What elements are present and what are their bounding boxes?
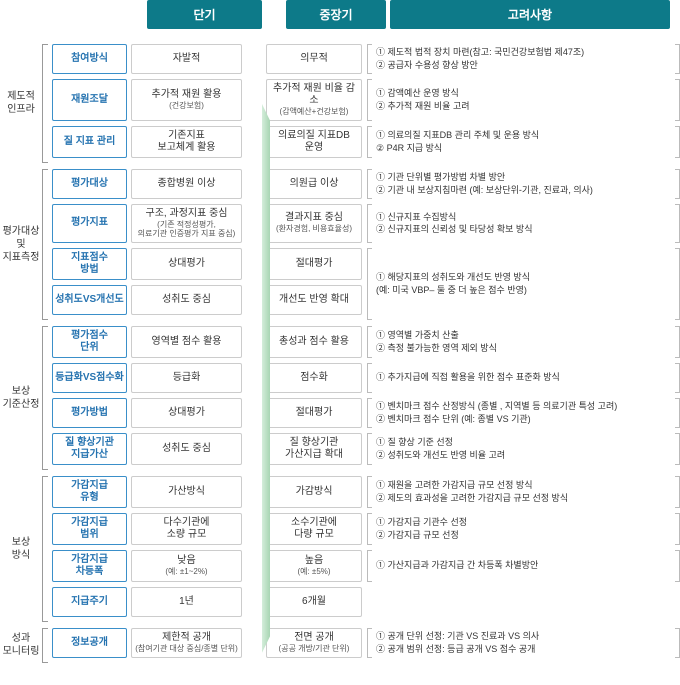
value-box: 절대평가 bbox=[266, 398, 362, 428]
value-box: 가감방식 bbox=[266, 476, 362, 508]
consideration-box: ① 영역별 가중치 산출② 측정 불가능한 영역 제외 방식 bbox=[372, 326, 675, 358]
consideration-box: ① 가감지급 기관수 선정② 가감지급 규모 선정 bbox=[372, 513, 675, 545]
value-box: 추가적 재원 비율 감소(감액예산+건강보험) bbox=[266, 79, 362, 121]
value-box: 결과지표 중심(환자경험, 비용효율성) bbox=[266, 204, 362, 243]
data-row: 가감지급 범위다수기관에 소량 규모 소수기관에 다량 규모 ① 가감지급 기관수 … bbox=[50, 513, 680, 545]
data-row: 평가점수 단위영역별 점수 활용 총성과 점수 활용 ① 영역별 가중치 산출② 측… bbox=[50, 326, 680, 358]
value-box: 종합병원 이상 bbox=[131, 169, 242, 199]
value-box: 점수화 bbox=[266, 363, 362, 393]
category-group: 보상 방식 가감지급 유형가산방식 가감방식 ① 재원을 고려한 가감지급 규모 선정… bbox=[0, 476, 680, 622]
value-box: 제한적 공개(참여기관 대상 중심/종별 단위) bbox=[131, 628, 242, 658]
category-label: 성과 모니터링 bbox=[0, 628, 42, 663]
category-label: 보상 기준산정 bbox=[0, 326, 42, 470]
value-box: 의무적 bbox=[266, 44, 362, 74]
value-box: 성취도 중심 bbox=[131, 433, 242, 465]
consideration-box: ① 가산지급과 가감지급 간 차등폭 차별방안 bbox=[372, 550, 675, 582]
value-box: 의원급 이상 bbox=[266, 169, 362, 199]
category-group: 평가대상 및 지표측정 평가대상종합병원 이상 의원급 이상 ① 기관 단위별 평가방… bbox=[0, 169, 680, 320]
consideration-box: ① 기관 단위별 평가방법 차별 방안② 기관 내 보상지침마련 (예: 보상단… bbox=[372, 169, 675, 199]
header-spacer bbox=[0, 0, 145, 29]
value-box: 낮음(예: ±1~2%) bbox=[131, 550, 242, 582]
consideration-box: ① 재원을 고려한 가감지급 규모 선정 방식② 제도의 효과성을 고려한 가감… bbox=[372, 476, 675, 508]
data-row: 가감지급 차등폭낮음(예: ±1~2%) 높음(예: ±5%) ① 가산지급과 가감… bbox=[50, 550, 680, 582]
value-box: 개선도 반영 확대 bbox=[266, 285, 362, 315]
value-box: 기존지표 보고체계 활용 bbox=[131, 126, 242, 158]
value-box: 다수기관에 소량 규모 bbox=[131, 513, 242, 545]
data-row: 지급주기1년 6개월 bbox=[50, 587, 680, 617]
value-box: 자발적 bbox=[131, 44, 242, 74]
category-label: 평가대상 및 지표측정 bbox=[0, 169, 42, 320]
sub-label: 가감지급 범위 bbox=[52, 513, 127, 545]
sub-label: 질 향상기관 지급가산 bbox=[52, 433, 127, 465]
sub-label: 재원조달 bbox=[52, 79, 127, 121]
data-row: 성취도VS개선도성취도 중심 개선도 반영 확대 bbox=[50, 285, 364, 315]
category-group: 제도적 인프라 참여방식자발적 의무적 ① 제도적 법적 장치 마련(참고: 국민건강… bbox=[0, 44, 680, 163]
value-box: 상대평가 bbox=[131, 248, 242, 280]
data-row: 평가지표구조, 과정지표 중심(기존 적정성평가, 의료기관 인증평가 지표 중… bbox=[50, 204, 680, 243]
consideration-box: ① 감액예산 운영 방식② 추가적 재원 비율 고려 bbox=[372, 79, 675, 121]
category-label: 보상 방식 bbox=[0, 476, 42, 622]
value-box: 소수기관에 다량 규모 bbox=[266, 513, 362, 545]
data-row: 정보공개제한적 공개(참여기관 대상 중심/종별 단위) 전면 공개(공공 개방/… bbox=[50, 628, 680, 658]
value-box: 질 향상기관 가산지급 확대 bbox=[266, 433, 362, 465]
consideration-box: ① 추가지급에 직접 활용을 위한 점수 표준화 방식 bbox=[372, 363, 675, 393]
data-row: 재원조달추가적 재원 활용(건강보험) 추가적 재원 비율 감소(감액예산+건강보… bbox=[50, 79, 680, 121]
value-box: 의료의질 지표DB 운영 bbox=[266, 126, 362, 158]
sub-label: 질 지표 관리 bbox=[52, 126, 127, 158]
consideration-box: ① 제도적 법적 장치 마련(참고: 국민건강보험법 제47조)② 공급자 수용… bbox=[372, 44, 675, 74]
consideration-box: ① 벤치마크 점수 산정방식 (종별 , 지역별 등 의료기관 특성 고려)② … bbox=[372, 398, 675, 428]
value-box: 높음(예: ±5%) bbox=[266, 550, 362, 582]
sub-label: 정보공개 bbox=[52, 628, 127, 658]
header-mid: 중장기 bbox=[286, 0, 386, 29]
sub-label: 평가점수 단위 bbox=[52, 326, 127, 358]
header-short: 단기 bbox=[147, 0, 262, 29]
sub-label: 참여방식 bbox=[52, 44, 127, 74]
category-group: 성과 모니터링 정보공개제한적 공개(참여기관 대상 중심/종별 단위) 전면 공개… bbox=[0, 628, 680, 663]
consideration-box: ① 해당지표의 성취도와 개선도 반영 방식 (예: 미국 VBP– 둘 중 더… bbox=[372, 248, 675, 320]
value-box: 1년 bbox=[131, 587, 242, 617]
value-box: 총성과 점수 활용 bbox=[266, 326, 362, 358]
value-box: 등급화 bbox=[131, 363, 242, 393]
consideration-box: ① 의료의질 지표DB 관리 주체 및 운용 방식② P4R 지급 방식 bbox=[372, 126, 675, 158]
sub-label: 지표점수 방법 bbox=[52, 248, 127, 280]
data-row: 등급화VS점수화등급화 점수화 ① 추가지급에 직접 활용을 위한 점수 표준화 방… bbox=[50, 363, 680, 393]
sub-label: 평가지표 bbox=[52, 204, 127, 243]
consideration-box: ① 질 향상 기준 선정② 성취도와 개선도 반영 비율 고려 bbox=[372, 433, 675, 465]
consideration-box: ① 신규지표 수집방식② 신규지표의 신뢰성 및 타당성 확보 방식 bbox=[372, 204, 675, 243]
data-row: 지표점수 방법상대평가 절대평가 bbox=[50, 248, 364, 280]
header-row: 단기 중장기 고려사항 bbox=[0, 0, 680, 29]
sub-label: 성취도VS개선도 bbox=[52, 285, 127, 315]
value-box: 전면 공개(공공 개방/기관 단위) bbox=[266, 628, 362, 658]
sub-label: 가감지급 유형 bbox=[52, 476, 127, 508]
value-box: 6개월 bbox=[266, 587, 362, 617]
value-box: 상대평가 bbox=[131, 398, 242, 428]
consideration-box: ① 공개 단위 선정: 기관 VS 진료과 VS 의사② 공개 범위 선정: 등… bbox=[372, 628, 675, 658]
category-group: 보상 기준산정 평가점수 단위영역별 점수 활용 총성과 점수 활용 ① 영역별 가중… bbox=[0, 326, 680, 470]
value-box: 영역별 점수 활용 bbox=[131, 326, 242, 358]
category-label: 제도적 인프라 bbox=[0, 44, 42, 163]
value-box: 가산방식 bbox=[131, 476, 242, 508]
data-row: 질 향상기관 지급가산성취도 중심 질 향상기관 가산지급 확대 ① 질 향상 기준… bbox=[50, 433, 680, 465]
value-box: 추가적 재원 활용(건강보험) bbox=[131, 79, 242, 121]
data-row: 질 지표 관리기존지표 보고체계 활용 의료의질 지표DB 운영 ① 의료의질 지표… bbox=[50, 126, 680, 158]
sub-label: 등급화VS점수화 bbox=[52, 363, 127, 393]
data-row: 평가방법상대평가 절대평가 ① 벤치마크 점수 산정방식 (종별 , 지역별 등 의… bbox=[50, 398, 680, 428]
data-row: 가감지급 유형가산방식 가감방식 ① 재원을 고려한 가감지급 규모 선정 방식② … bbox=[50, 476, 680, 508]
header-cons: 고려사항 bbox=[390, 0, 670, 29]
groups-root: 제도적 인프라 참여방식자발적 의무적 ① 제도적 법적 장치 마련(참고: 국민건강… bbox=[0, 44, 680, 663]
data-row: 평가대상종합병원 이상 의원급 이상 ① 기관 단위별 평가방법 차별 방안② 기관… bbox=[50, 169, 680, 199]
sub-label: 가감지급 차등폭 bbox=[52, 550, 127, 582]
sub-label: 평가방법 bbox=[52, 398, 127, 428]
arrow-divider bbox=[260, 44, 272, 663]
sub-label: 평가대상 bbox=[52, 169, 127, 199]
value-box: 구조, 과정지표 중심(기존 적정성평가, 의료기관 인증평가 지표 중심) bbox=[131, 204, 242, 243]
sub-label: 지급주기 bbox=[52, 587, 127, 617]
value-box: 성취도 중심 bbox=[131, 285, 242, 315]
data-row: 참여방식자발적 의무적 ① 제도적 법적 장치 마련(참고: 국민건강보험법 제47… bbox=[50, 44, 680, 74]
value-box: 절대평가 bbox=[266, 248, 362, 280]
